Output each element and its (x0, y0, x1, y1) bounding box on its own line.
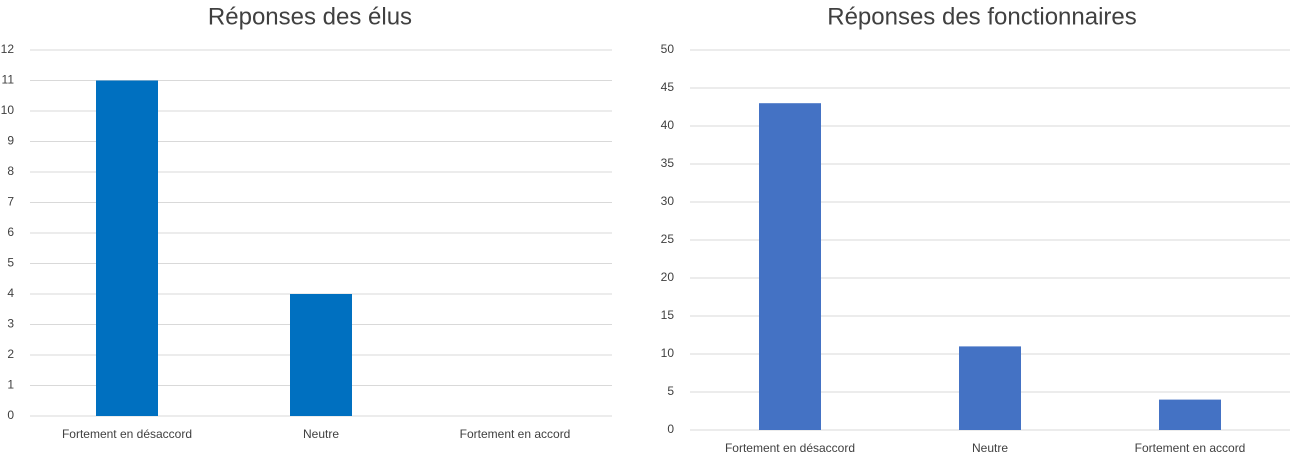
x-tick-label: Neutre (972, 441, 1008, 455)
y-tick-label: 30 (661, 194, 675, 208)
y-tick-label: 35 (661, 156, 675, 170)
y-tick-label: 12 (1, 42, 15, 56)
y-tick-label: 0 (7, 408, 14, 422)
y-tick-label: 50 (661, 42, 675, 56)
y-tick-label: 2 (7, 347, 14, 361)
bar (1159, 399, 1221, 430)
y-tick-label: 10 (1, 103, 15, 117)
chart-title: Réponses des élus (208, 3, 412, 30)
y-tick-label: 20 (661, 270, 675, 284)
y-tick-label: 7 (7, 195, 14, 209)
bar (959, 346, 1021, 430)
y-tick-label: 1 (7, 378, 14, 392)
y-tick-label: 5 (667, 384, 674, 398)
x-tick-label: Neutre (303, 427, 339, 441)
x-tick-label: Fortement en désaccord (725, 441, 855, 455)
bar (96, 80, 158, 416)
y-tick-label: 6 (7, 225, 14, 239)
y-tick-label: 11 (2, 73, 15, 87)
x-tick-label: Fortement en désaccord (62, 427, 192, 441)
x-tick-label: Fortement en accord (460, 427, 571, 441)
y-tick-label: 9 (7, 134, 14, 148)
bar (759, 103, 821, 430)
y-tick-label: 8 (7, 164, 14, 178)
x-tick-label: Fortement en accord (1135, 441, 1246, 455)
y-tick-label: 0 (667, 422, 674, 436)
y-tick-label: 40 (661, 118, 675, 132)
y-tick-label: 3 (7, 317, 14, 331)
y-tick-label: 5 (7, 256, 14, 270)
y-tick-label: 15 (661, 308, 675, 322)
y-tick-label: 25 (661, 232, 675, 246)
y-tick-label: 45 (661, 80, 675, 94)
y-tick-label: 4 (7, 286, 14, 300)
chart-title: Réponses des fonctionnaires (827, 3, 1137, 30)
bar (290, 294, 352, 416)
y-tick-label: 10 (661, 346, 675, 360)
